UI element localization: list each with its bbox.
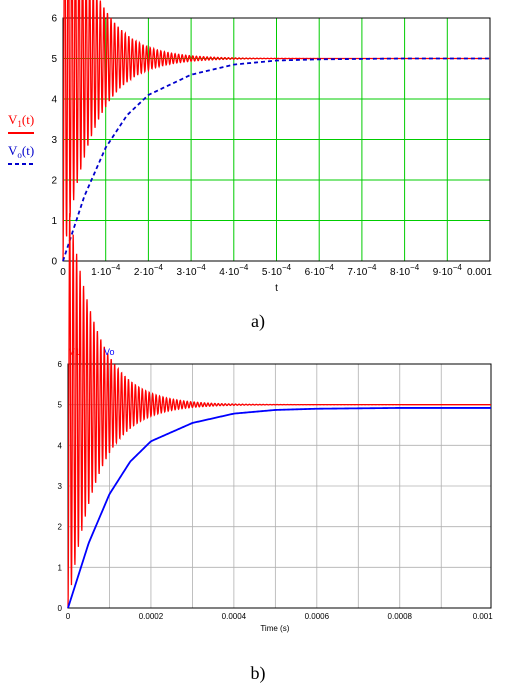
y-tick-label: 3	[51, 135, 57, 146]
x-tick-label: 3·10−4	[177, 263, 207, 278]
y-tick-label: 6	[51, 14, 57, 25]
y-tick-label: 5	[58, 401, 63, 410]
series-vo-line	[67, 407, 491, 609]
caption-a: a)	[251, 311, 265, 332]
caption-b: b)	[251, 663, 266, 684]
chart-b-series	[67, 213, 491, 609]
legend-vo: Vo(t)	[8, 143, 34, 160]
x-tick-label: 9·10−4	[433, 263, 463, 278]
x-tick-label: 0.0006	[305, 612, 330, 621]
chart-b-ticks: 0 1 2 3 4 5 6 0 0.0002 0.0004 0.0006 0.0008 0.001	[58, 360, 494, 621]
x-tick-label: 2·10−4	[134, 263, 164, 278]
legend-vo: Vo	[104, 347, 115, 357]
legend-v1: V1	[69, 347, 80, 357]
y-tick-label: 5	[51, 54, 57, 65]
x-tick-label: 0.001	[473, 612, 494, 621]
y-tick-label: 4	[51, 95, 57, 106]
y-tick-label: 4	[58, 441, 63, 450]
x-tick-label: 0	[66, 612, 71, 621]
x-tick-label: 0	[60, 267, 66, 278]
y-tick-label: 2	[51, 176, 57, 187]
x-tick-label: 0.0004	[222, 612, 247, 621]
chart-a: 0 1 2 3 4 5 6 0 1·10−4 2·10−4 3·10−4 4·10−4 5·10−4 6·…	[8, 0, 492, 332]
x-tick-label: 0.0002	[139, 612, 164, 621]
series-v1-line	[67, 213, 491, 609]
chart-a-grid	[63, 18, 490, 261]
x-tick-label: 5·10−4	[262, 263, 292, 278]
chart-a-x-axis-label: t	[275, 283, 278, 294]
y-tick-label: 2	[58, 523, 63, 532]
x-tick-label: 0.001	[467, 267, 492, 278]
series-vo-line	[62, 57, 490, 262]
x-tick-label: 6·10−4	[305, 263, 335, 278]
y-tick-label: 6	[58, 360, 63, 369]
x-tick-label: 0.0008	[388, 612, 413, 621]
chart-a-legend: V1(t) Vo(t)	[8, 112, 34, 165]
chart-a-ticks: 0 1 2 3 4 5 6 0 1·10−4 2·10−4 3·10−4 4·10−4 5·10−4 6·…	[51, 14, 492, 279]
chart-b-x-axis-label: Time (s)	[260, 624, 289, 633]
legend-v1: V1(t)	[8, 112, 34, 129]
x-tick-label: 4·10−4	[219, 263, 249, 278]
x-tick-label: 1·10−4	[91, 263, 121, 278]
y-tick-label: 0	[58, 604, 63, 613]
x-tick-label: 8·10−4	[390, 263, 420, 278]
y-tick-label: 3	[58, 482, 63, 491]
x-tick-label: 7·10−4	[347, 263, 377, 278]
y-tick-label: 0	[51, 257, 57, 268]
chart-b: 0 1 2 3 4 5 6 0 0.0002 0.0004 0.0006 0.0008 0.001 Ti…	[58, 213, 494, 684]
chart-a-series	[62, 0, 490, 262]
y-tick-label: 1	[58, 563, 63, 572]
y-tick-label: 1	[51, 216, 57, 227]
